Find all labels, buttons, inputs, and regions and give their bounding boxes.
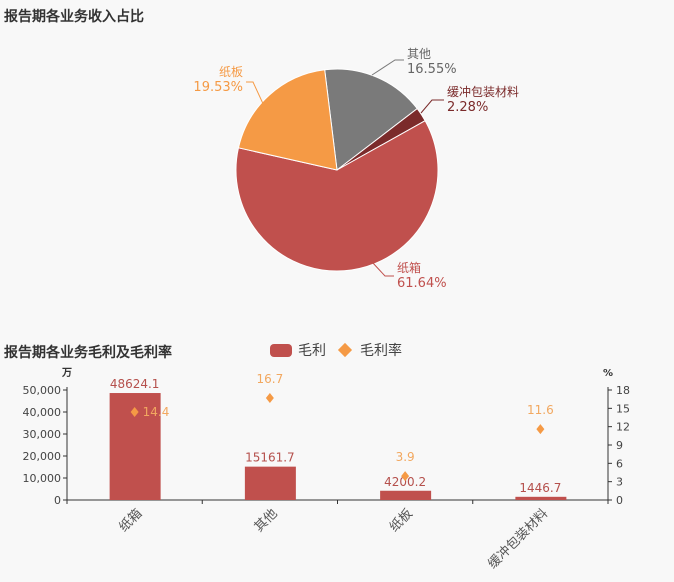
right-axis-tick-label: 0 — [616, 494, 623, 507]
right-axis-tick-label: 6 — [616, 457, 623, 470]
pie-leader-line — [420, 99, 444, 114]
margin-value-label: 16.7 — [257, 372, 284, 386]
right-axis-tick-label: 12 — [616, 421, 630, 434]
left-axis-tick-label: 50,000 — [23, 384, 62, 397]
right-axis-tick-label: 18 — [616, 384, 630, 397]
bar-value-label: 1446.7 — [519, 481, 561, 495]
bar — [380, 490, 432, 500]
margin-point — [130, 407, 139, 417]
margin-point — [265, 392, 274, 403]
x-axis-label: 纸箱 — [116, 506, 146, 536]
legend-gross-profit[interactable]: 毛利 — [298, 343, 326, 359]
margin-value-label: 3.9 — [396, 450, 415, 464]
left-axis-tick-label: 0 — [54, 494, 61, 507]
pie-label: 缓冲包装材料 — [447, 84, 519, 99]
pie-slice — [324, 68, 418, 171]
left-axis-tick-label: 20,000 — [23, 450, 62, 463]
right-axis-unit: % — [603, 368, 613, 379]
bar-value-label: 4200.2 — [384, 475, 426, 489]
bar-value-label: 15161.7 — [245, 451, 295, 465]
x-axis-label: 纸板 — [387, 506, 416, 535]
bar-value-label: 48624.1 — [110, 377, 160, 391]
pie-slice — [237, 69, 338, 171]
left-axis-tick-label: 10,000 — [23, 472, 62, 485]
left-axis-tick-label: 40,000 — [23, 406, 62, 419]
legend: 毛利 毛利率 — [270, 340, 402, 360]
pie-value: 61.64% — [397, 276, 447, 291]
pie-leader-line — [246, 81, 266, 109]
pie-value: 16.55% — [407, 62, 457, 77]
legend-gross-margin[interactable]: 毛利率 — [360, 343, 402, 359]
margin-value-label: 11.6 — [527, 403, 554, 417]
pie-leader-line — [371, 59, 404, 76]
pie-leader-line — [371, 261, 394, 277]
pie-label: 纸板 — [219, 65, 243, 79]
left-axis-unit: 万 — [61, 367, 72, 379]
x-axis-label: 缓冲包装材料 — [485, 506, 551, 572]
pie-slice — [235, 120, 439, 272]
bar — [515, 496, 567, 500]
pie-value: 2.28% — [447, 100, 488, 115]
pie-value: 19.53% — [193, 80, 243, 95]
pie-title: 报告期各业务收入占比 — [4, 9, 144, 25]
margin-value-label: 14.4 — [143, 405, 170, 419]
right-axis-tick-label: 3 — [616, 476, 623, 489]
margin-point — [536, 424, 545, 435]
right-axis-tick-label: 15 — [616, 402, 630, 415]
left-axis-tick-label: 30,000 — [23, 428, 62, 441]
pie-label: 纸箱 — [397, 260, 421, 275]
x-axis-label: 其他 — [252, 506, 281, 535]
margin-point — [401, 471, 410, 482]
right-axis-tick-label: 9 — [616, 439, 623, 452]
bar — [244, 466, 296, 500]
pie-label: 其他 — [407, 47, 431, 61]
legend-bar-swatch — [270, 343, 292, 357]
bar-title: 报告期各业务毛利及毛利率 — [4, 345, 172, 361]
